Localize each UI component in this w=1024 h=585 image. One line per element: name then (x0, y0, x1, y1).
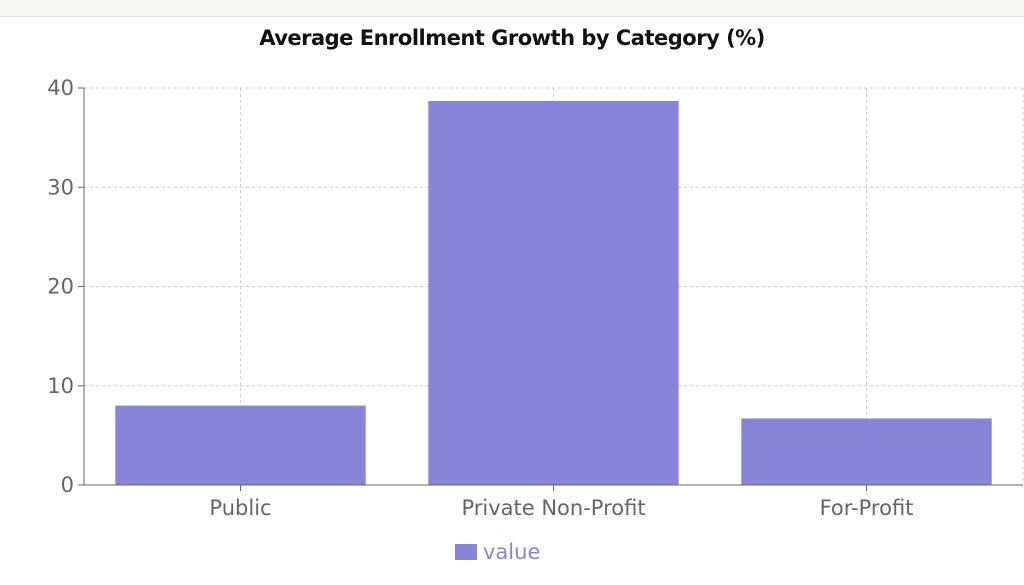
bar-private-non-profit[interactable] (428, 100, 679, 485)
top-toolbar (0, 0, 1024, 17)
x-tick-label: For-Profit (820, 496, 914, 520)
legend-swatch (455, 544, 477, 560)
y-tick-label: 10 (47, 374, 74, 398)
x-tick-label: Public (209, 496, 271, 520)
y-tick-label: 20 (47, 275, 74, 299)
bar-for-profit[interactable] (741, 418, 992, 485)
bar-public[interactable] (115, 405, 366, 485)
legend-label: value (483, 540, 541, 564)
y-tick-label: 40 (47, 76, 74, 100)
x-tick-label: Private Non-Profit (461, 496, 645, 520)
y-tick-label: 30 (47, 175, 74, 199)
y-tick-label: 0 (61, 473, 74, 497)
legend[interactable]: value (455, 540, 540, 564)
chart-title: Average Enrollment Growth by Category (%… (259, 26, 765, 50)
